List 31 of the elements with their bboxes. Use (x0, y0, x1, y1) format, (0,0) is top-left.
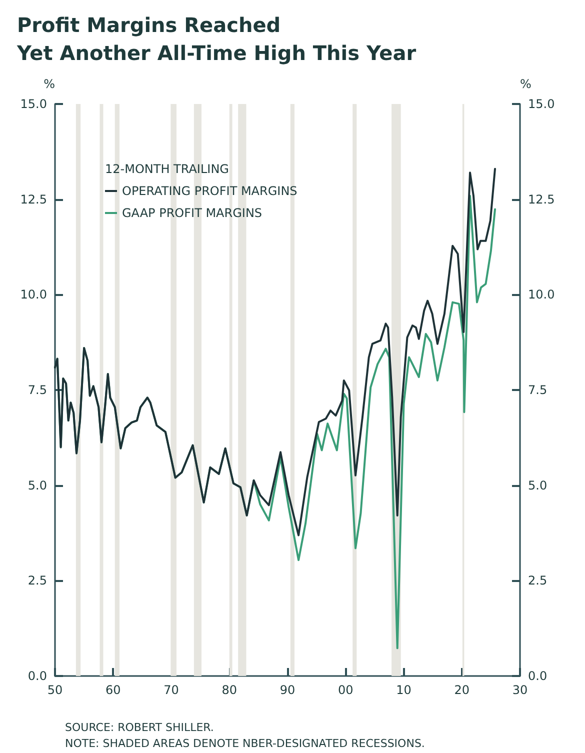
y2-tick-label: 10.0 (528, 288, 555, 302)
y2-tick-label: 7.5 (528, 383, 548, 397)
legend-label: GAAP PROFIT MARGINS (122, 206, 262, 220)
x-tick-label: 80 (222, 683, 238, 697)
y-tick-label: 10.0 (20, 288, 47, 302)
x-tick-label: 50 (47, 683, 63, 697)
x-tick-label: 90 (280, 683, 296, 697)
y-tick-label: 5.0 (28, 478, 47, 492)
y2-axis-title: % (520, 77, 532, 91)
y-axis-title: % (44, 77, 55, 91)
y2-tick-label: 12.5 (528, 192, 555, 206)
source-note: SOURCE: ROBERT SHILLER. (65, 721, 214, 734)
y2-tick-label: 15.0 (528, 97, 555, 111)
y2-tick-label: 0.0 (528, 669, 548, 683)
y2-tick-label: 2.5 (528, 574, 548, 588)
legend-label: OPERATING PROFIT MARGINS (122, 184, 298, 198)
y-tick-label: 7.5 (28, 383, 47, 397)
y-tick-label: 2.5 (28, 574, 47, 588)
x-tick-label: 20 (454, 683, 470, 697)
y-tick-label: 0.0 (28, 669, 47, 683)
x-tick-label: 30 (512, 683, 528, 697)
y2-tick-label: 5.0 (528, 478, 548, 492)
x-tick-label: 70 (164, 683, 179, 697)
y-tick-label: 12.5 (20, 192, 47, 206)
text: NOTE: SHADED AREAS DENOTE NBER-DESIGNATED RECESSIONS. (65, 737, 425, 750)
chart-title: Profit Margins Reached Yet Another All-Time High This Year (16, 13, 416, 65)
legend-title: 12-MONTH TRAILING (105, 162, 229, 176)
x-tick-label: 00 (338, 683, 354, 697)
x-tick-label: 60 (105, 683, 121, 697)
y-tick-label: 15.0 (20, 97, 47, 111)
x-tick-label: 10 (396, 683, 412, 697)
